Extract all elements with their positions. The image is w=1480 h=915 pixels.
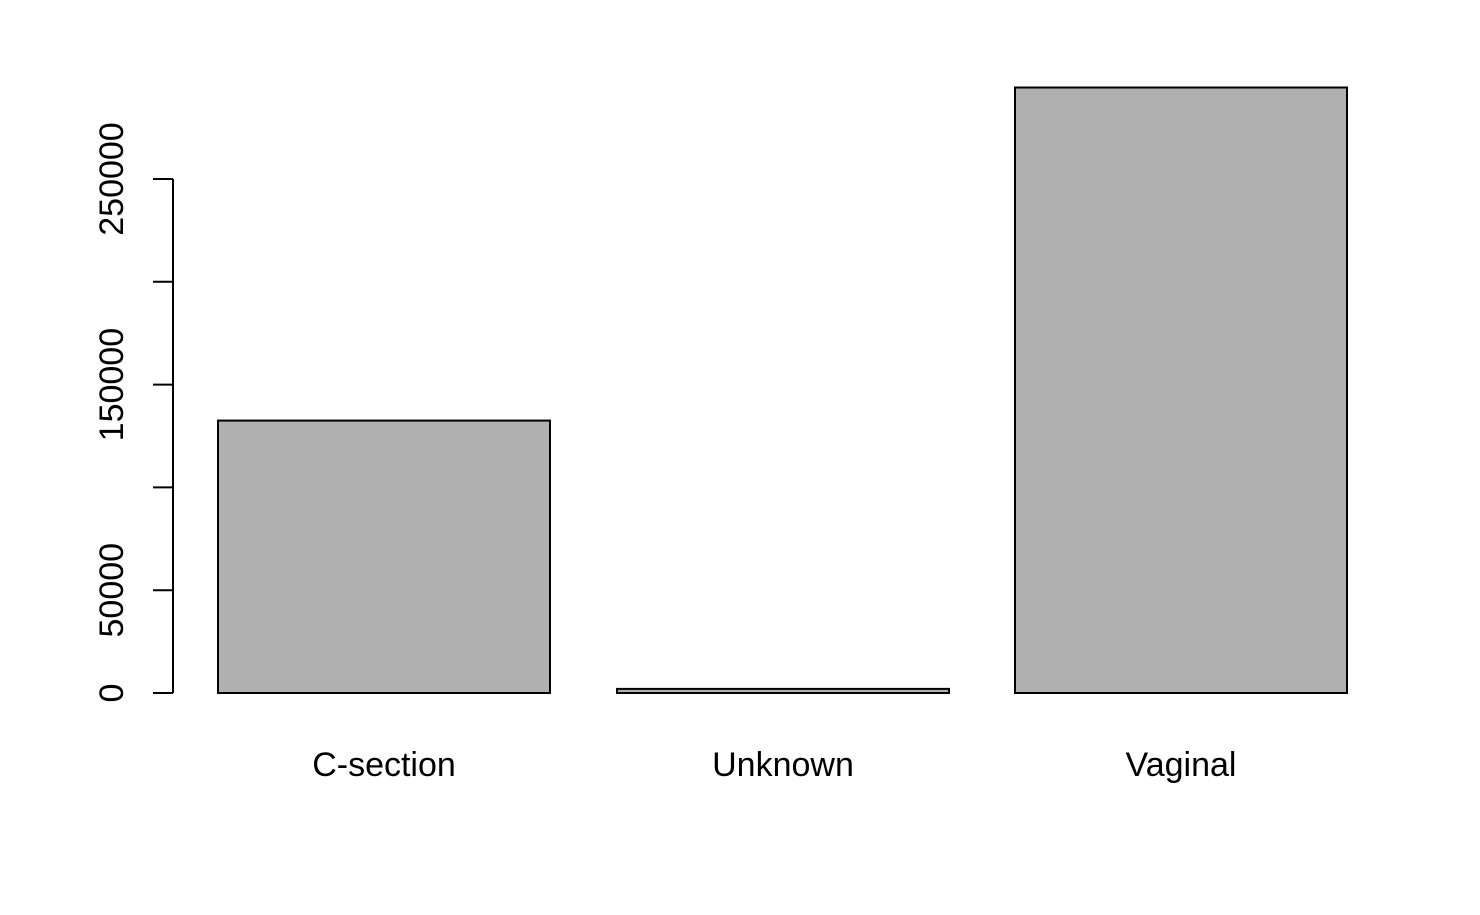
y-axis: 0 50000 150000 250000: [93, 122, 174, 703]
x-axis-labels: C-section Unknown Vaginal: [312, 746, 1236, 784]
bar-unknown: [616, 687, 950, 695]
y-tick-label: 0: [93, 684, 131, 703]
bar-vaginal: [1014, 86, 1348, 695]
y-tick-label: 150000: [93, 328, 131, 441]
bars-group: [217, 86, 1348, 695]
y-tick-label: 250000: [93, 122, 131, 235]
x-category-label: Unknown: [712, 746, 854, 784]
y-tick-label: 50000: [93, 543, 131, 638]
bar-c-section: [217, 419, 551, 694]
x-category-label: Vaginal: [1126, 746, 1237, 784]
x-category-label: C-section: [312, 746, 456, 784]
